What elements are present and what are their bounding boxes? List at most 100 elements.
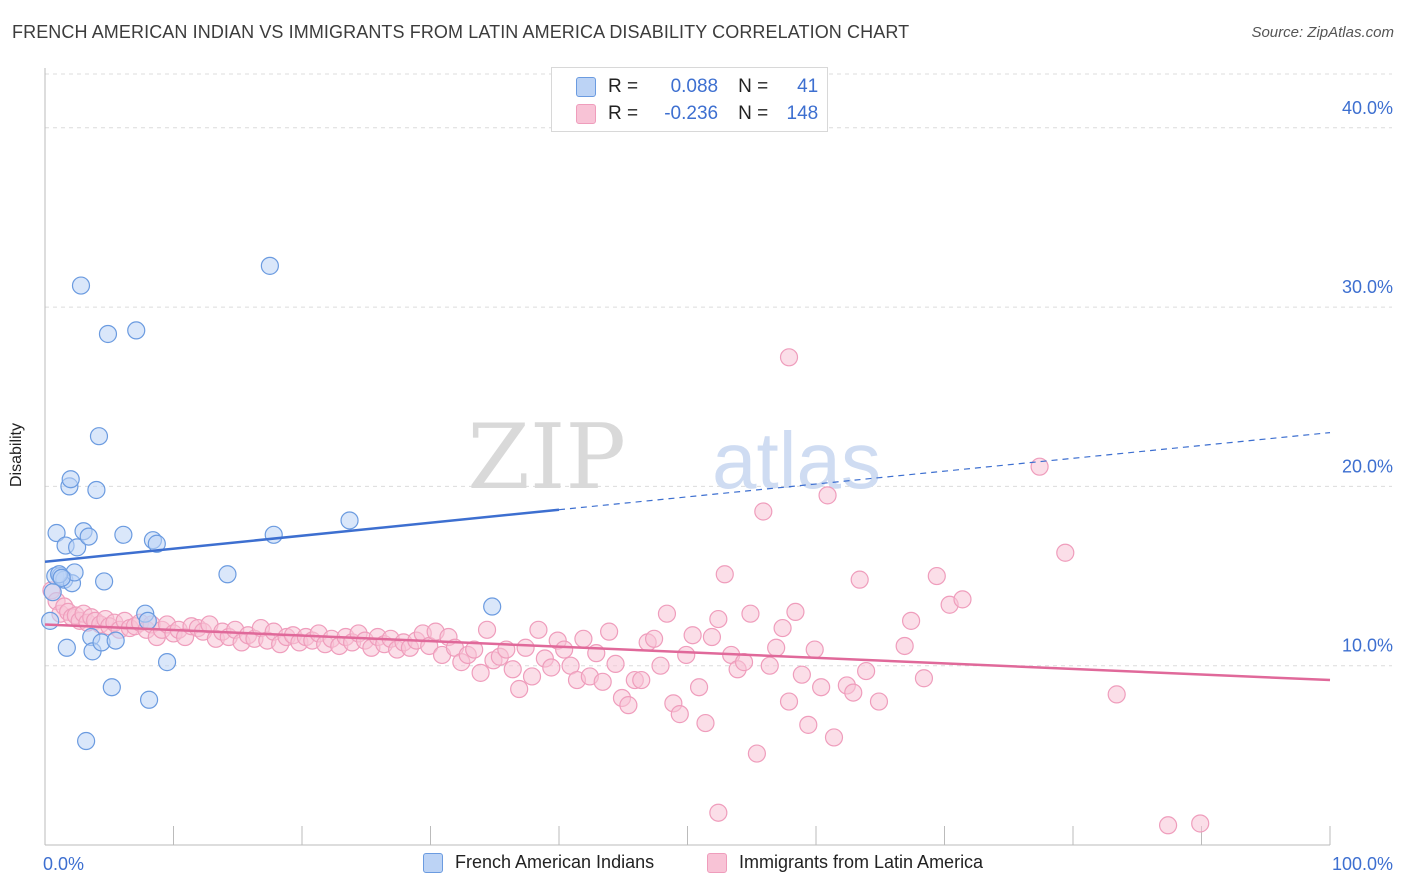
point-latin-america (516, 638, 535, 657)
point-latin-america (709, 803, 728, 822)
point-latin-america (869, 692, 889, 711)
point-latin-america (1056, 543, 1075, 562)
legend-n-value-2: 148 (786, 103, 819, 124)
point-french-american-indian (41, 611, 60, 630)
axes (44, 68, 1331, 846)
legend-n-label: N = (738, 103, 769, 124)
point-latin-america (799, 715, 818, 734)
trend-line-latin-america (44, 623, 1331, 682)
series-french-american-indians-points (41, 256, 502, 751)
bottom-legend-item-series2: Immigrants from Latin America (707, 852, 983, 873)
y-axis-label: Disability (8, 422, 25, 488)
point-latin-america (773, 618, 792, 638)
point-french-american-indian (87, 480, 106, 500)
y-tick-label: 20.0% (1342, 456, 1393, 476)
point-latin-america (465, 640, 484, 659)
point-latin-america (689, 678, 709, 697)
point-latin-america (741, 604, 760, 623)
trend-line-french-american-indians-extension (558, 432, 1331, 511)
point-french-american-indian (71, 276, 91, 295)
point-latin-america (677, 645, 696, 665)
bottom-legend-swatch-pink (707, 852, 727, 873)
point-latin-america (696, 713, 715, 733)
legend-r-value-2: -0.236 (664, 103, 719, 124)
point-french-american-indian (138, 611, 157, 630)
point-french-american-indian (52, 568, 71, 587)
trend-line-french-american-indians (44, 508, 560, 563)
point-latin-america (747, 744, 766, 763)
point-latin-america (779, 692, 799, 711)
point-latin-america (767, 638, 786, 657)
point-latin-america (477, 620, 497, 639)
point-latin-america (683, 626, 702, 645)
point-latin-america (850, 570, 869, 589)
point-latin-america (805, 640, 824, 659)
point-french-american-indian (218, 565, 237, 584)
point-latin-america (901, 611, 921, 630)
point-latin-america (786, 602, 805, 622)
point-latin-america (1158, 816, 1178, 835)
point-latin-america (715, 565, 734, 584)
point-latin-america (702, 627, 722, 647)
point-latin-america (1191, 814, 1210, 833)
bottom-legend-label-2: Immigrants from Latin America (739, 852, 984, 872)
point-french-american-indian (43, 583, 62, 602)
point-french-american-indian (139, 690, 159, 709)
bottom-legend: French American Indians Immigrants from … (0, 852, 1406, 878)
point-french-american-indian (68, 538, 87, 557)
watermark-atlas: atlas (712, 416, 881, 505)
point-latin-america (953, 590, 972, 609)
x-tick-label-max: 100.0% (1332, 854, 1393, 874)
legend-n-label: N = (738, 76, 769, 97)
point-latin-america (471, 663, 490, 682)
point-latin-america (914, 669, 934, 688)
point-latin-america (529, 620, 548, 639)
point-french-american-indian (57, 638, 76, 657)
point-latin-america (632, 670, 651, 690)
point-latin-america (651, 656, 670, 675)
trend-lines (44, 432, 1331, 682)
point-latin-america (760, 656, 779, 675)
y-tick-label: 40.0% (1342, 98, 1393, 118)
legend-swatch-blue (576, 77, 596, 97)
point-latin-america (593, 672, 612, 691)
point-latin-america (1107, 685, 1126, 704)
point-french-american-indian (114, 525, 133, 544)
point-latin-america (619, 696, 638, 715)
legend-r-label: R = (608, 103, 639, 124)
point-latin-america (542, 658, 561, 677)
point-french-american-indian (47, 523, 66, 543)
chart-title: FRENCH AMERICAN INDIAN VS IMMIGRANTS FRO… (12, 22, 910, 42)
series-latin-america-points (42, 348, 1210, 835)
legend-n-value-1: 41 (797, 76, 819, 97)
point-french-american-indian (95, 572, 114, 591)
point-french-american-indian (147, 534, 166, 553)
point-latin-america (600, 622, 619, 641)
point-latin-america (606, 654, 625, 674)
bottom-legend-swatch-blue (423, 852, 443, 873)
legend-row-series2: R = -0.236 N = 148 (576, 102, 818, 126)
point-latin-america (709, 609, 728, 629)
point-latin-america (857, 661, 876, 681)
point-latin-america (779, 348, 799, 367)
point-latin-america (844, 683, 863, 702)
legend-swatch-pink (576, 104, 596, 124)
legend-row-series1: R = 0.088 N = 41 (576, 75, 818, 99)
point-latin-america (574, 629, 593, 648)
point-latin-america (657, 604, 677, 623)
point-latin-america (927, 566, 946, 586)
point-latin-america (818, 486, 837, 505)
point-french-american-indian (106, 631, 125, 650)
bottom-legend-item-series1: French American Indians (423, 852, 654, 873)
legend-r-label: R = (608, 76, 639, 97)
point-french-american-indian (264, 525, 283, 544)
stats-legend: R = 0.088 N = 41 R = -0.236 N = 148 (551, 67, 828, 132)
point-latin-america (812, 678, 831, 697)
point-french-american-indian (61, 470, 80, 489)
point-french-american-indian (98, 324, 118, 344)
point-french-american-indian (127, 321, 146, 340)
point-latin-america (824, 728, 844, 747)
point-french-american-indian (89, 427, 109, 446)
point-latin-america (555, 640, 574, 659)
